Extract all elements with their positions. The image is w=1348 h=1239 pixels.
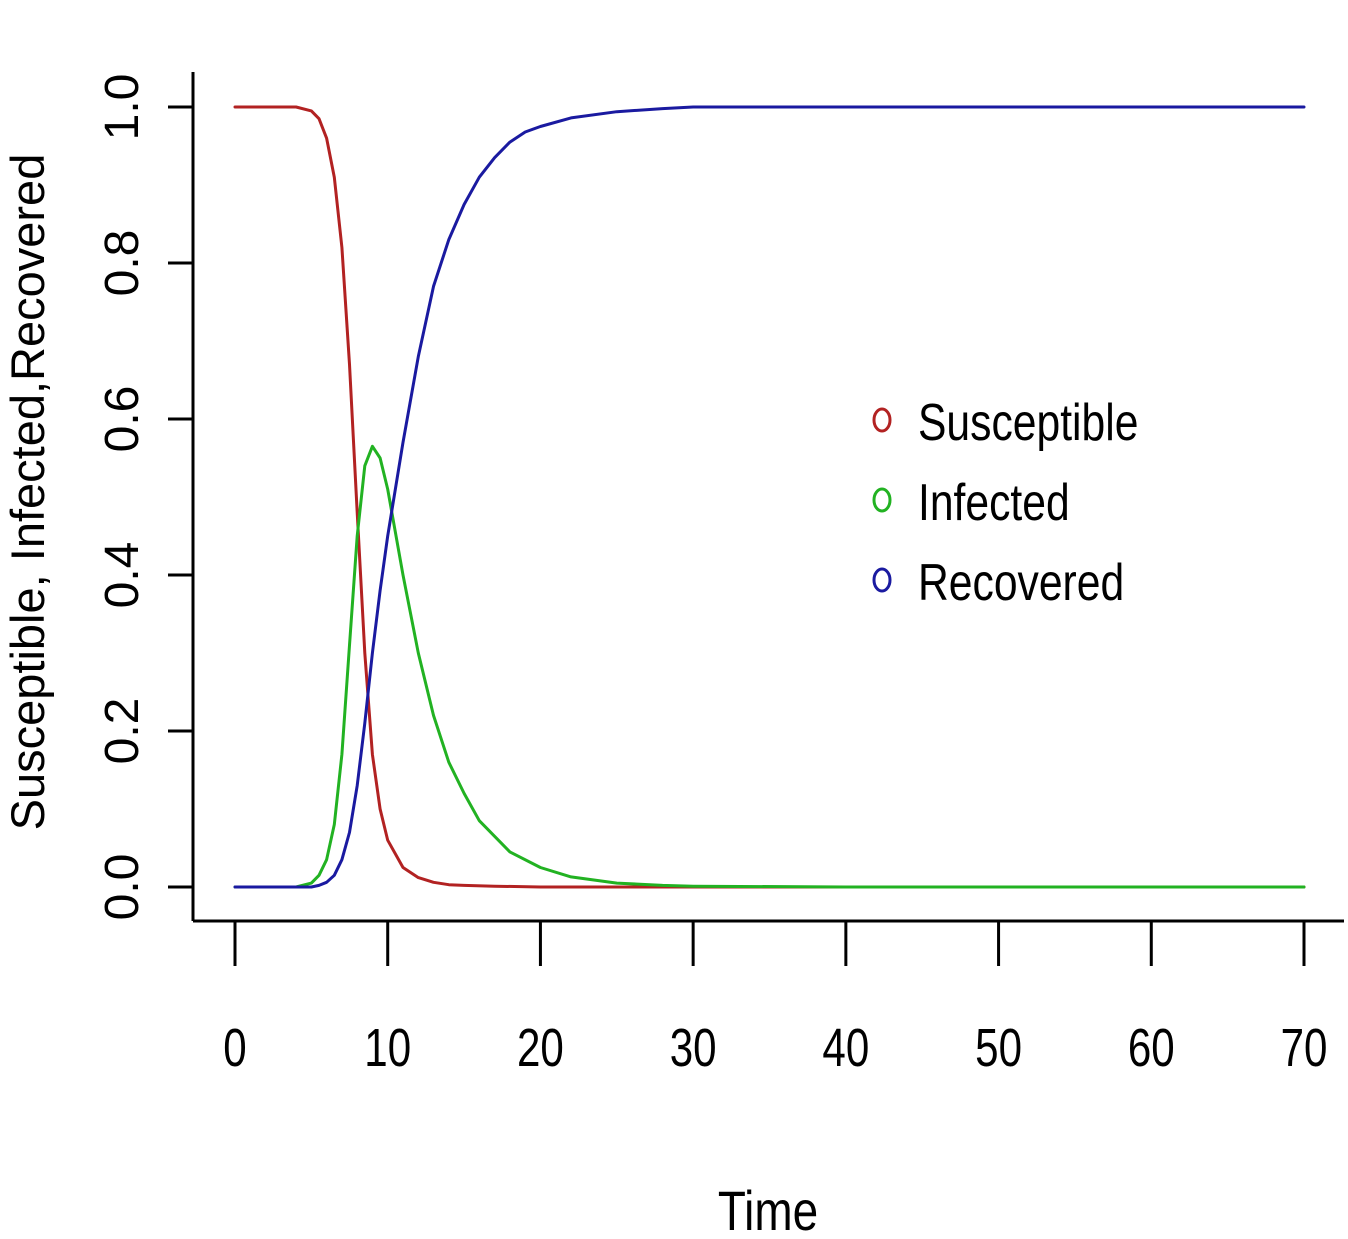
legend-marker-susceptible — [872, 407, 892, 433]
series-lines — [233, 105, 1306, 889]
x-tick-label: 50 — [975, 1018, 1022, 1078]
legend-marker-recovered — [872, 567, 892, 593]
y-axis-title: Susceptible, Infected,Recovered — [1, 154, 54, 831]
axes — [191, 72, 1344, 923]
legend-marker-infected — [872, 487, 892, 513]
x-tick-label: 60 — [1128, 1018, 1175, 1078]
x-tick-label: 0 — [223, 1018, 246, 1078]
x-tick-label: 20 — [517, 1018, 564, 1078]
x-axis-title: Time — [718, 1180, 818, 1239]
y-tick-label: 1.0 — [96, 74, 149, 141]
series-line-recovered — [233, 105, 1306, 889]
legend: Susceptible Infected Recovered — [872, 394, 1138, 612]
y-tick-label: 0.8 — [96, 230, 149, 297]
series-line-infected — [233, 444, 1306, 889]
x-tick-label: 10 — [364, 1018, 411, 1078]
x-axis-ticks: 0 10 20 30 40 50 60 70 — [223, 921, 1327, 1078]
x-tick-label: 70 — [1281, 1018, 1328, 1078]
y-tick-label: 0.0 — [96, 854, 149, 921]
y-axis-ticks: 0.0 0.2 0.4 0.6 0.8 1.0 — [96, 74, 193, 921]
y-tick-label: 0.2 — [96, 698, 149, 765]
legend-label-susceptible: Susceptible — [918, 394, 1138, 452]
legend-label-infected: Infected — [918, 474, 1070, 532]
x-tick-label: 30 — [670, 1018, 717, 1078]
x-tick-label: 40 — [822, 1018, 869, 1078]
y-tick-label: 0.6 — [96, 386, 149, 453]
legend-label-recovered: Recovered — [918, 554, 1124, 612]
y-tick-label: 0.4 — [96, 542, 149, 609]
